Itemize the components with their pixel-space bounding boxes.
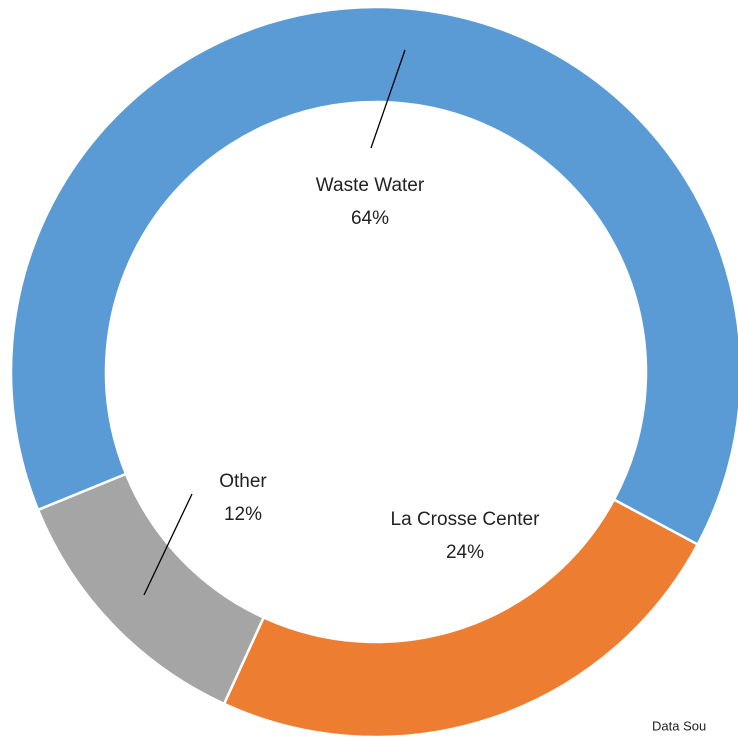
slice <box>222 497 700 739</box>
note: Data Sou <box>652 718 706 733</box>
value-label: 64% <box>351 208 389 229</box>
slice-label: Other <box>219 471 267 492</box>
slice <box>36 472 266 706</box>
slice-label: La Crosse Center <box>391 509 541 530</box>
leader-line <box>143 493 193 596</box>
value-label: 12% <box>224 504 262 525</box>
value-label: 24% <box>446 542 484 563</box>
slice <box>9 5 738 547</box>
leader-line <box>370 49 406 149</box>
slice-label: Waste Water <box>316 175 425 196</box>
slices <box>9 5 738 739</box>
